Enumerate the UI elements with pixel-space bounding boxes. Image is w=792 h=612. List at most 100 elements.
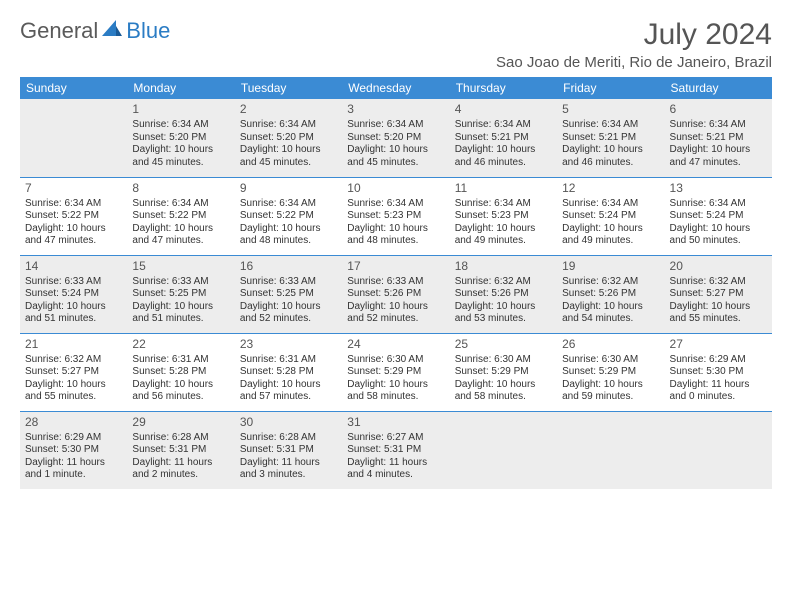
- day-info-line: Sunset: 5:20 PM: [240, 132, 337, 145]
- day-info-line: Sunset: 5:22 PM: [132, 210, 229, 223]
- day-info-line: Sunset: 5:21 PM: [562, 132, 659, 145]
- day-info-line: Sunrise: 6:34 AM: [562, 198, 659, 211]
- day-info-line: Sunrise: 6:34 AM: [240, 119, 337, 132]
- day-cell: 14Sunrise: 6:33 AMSunset: 5:24 PMDayligh…: [20, 255, 127, 333]
- logo-sail-icon: [102, 18, 122, 44]
- day-info-line: Daylight: 10 hours: [670, 301, 767, 314]
- day-info-line: Daylight: 10 hours: [562, 223, 659, 236]
- day-number: 5: [562, 102, 659, 117]
- day-number: 17: [347, 259, 444, 274]
- day-info-line: Daylight: 10 hours: [455, 301, 552, 314]
- day-info-line: and 53 minutes.: [455, 313, 552, 326]
- day-number: 16: [240, 259, 337, 274]
- day-info-line: Sunset: 5:25 PM: [132, 288, 229, 301]
- day-info-line: Sunset: 5:21 PM: [455, 132, 552, 145]
- day-info-line: Sunrise: 6:28 AM: [240, 432, 337, 445]
- day-info-line: and 1 minute.: [25, 469, 122, 482]
- day-cell: 8Sunrise: 6:34 AMSunset: 5:22 PMDaylight…: [127, 177, 234, 255]
- day-cell: 25Sunrise: 6:30 AMSunset: 5:29 PMDayligh…: [450, 333, 557, 411]
- day-info-line: Sunset: 5:27 PM: [670, 288, 767, 301]
- day-number: 26: [562, 337, 659, 352]
- location: Sao Joao de Meriti, Rio de Janeiro, Braz…: [496, 54, 772, 71]
- day-info-line: Daylight: 10 hours: [25, 223, 122, 236]
- day-info-line: and 48 minutes.: [347, 235, 444, 248]
- day-info-line: Sunset: 5:28 PM: [132, 366, 229, 379]
- day-cell: 15Sunrise: 6:33 AMSunset: 5:25 PMDayligh…: [127, 255, 234, 333]
- day-info-line: Sunrise: 6:34 AM: [25, 198, 122, 211]
- day-info-line: and 45 minutes.: [132, 157, 229, 170]
- day-info-line: Sunset: 5:28 PM: [240, 366, 337, 379]
- day-info-line: Daylight: 10 hours: [455, 379, 552, 392]
- day-info-line: Daylight: 10 hours: [347, 144, 444, 157]
- day-info-line: Daylight: 10 hours: [132, 379, 229, 392]
- day-info-line: Sunset: 5:25 PM: [240, 288, 337, 301]
- day-number: 13: [670, 181, 767, 196]
- day-info-line: Sunrise: 6:34 AM: [347, 119, 444, 132]
- day-info-line: Sunrise: 6:31 AM: [132, 354, 229, 367]
- day-info-line: Sunset: 5:24 PM: [25, 288, 122, 301]
- day-info-line: and 45 minutes.: [347, 157, 444, 170]
- day-info-line: Sunset: 5:27 PM: [25, 366, 122, 379]
- day-info-line: Sunset: 5:29 PM: [347, 366, 444, 379]
- day-number: 6: [670, 102, 767, 117]
- day-info-line: Sunset: 5:30 PM: [670, 366, 767, 379]
- day-info-line: and 52 minutes.: [240, 313, 337, 326]
- day-info-line: Sunset: 5:26 PM: [562, 288, 659, 301]
- day-info-line: and 49 minutes.: [455, 235, 552, 248]
- day-info-line: Daylight: 10 hours: [240, 301, 337, 314]
- day-cell: 9Sunrise: 6:34 AMSunset: 5:22 PMDaylight…: [235, 177, 342, 255]
- day-info-line: Daylight: 10 hours: [670, 144, 767, 157]
- day-info-line: Daylight: 10 hours: [132, 223, 229, 236]
- day-info-line: and 56 minutes.: [132, 391, 229, 404]
- day-info-line: and 47 minutes.: [25, 235, 122, 248]
- day-cell: 31Sunrise: 6:27 AMSunset: 5:31 PMDayligh…: [342, 411, 449, 489]
- day-info-line: Sunrise: 6:32 AM: [25, 354, 122, 367]
- day-info-line: and 3 minutes.: [240, 469, 337, 482]
- day-info-line: and 2 minutes.: [132, 469, 229, 482]
- day-number: 23: [240, 337, 337, 352]
- day-cell: 23Sunrise: 6:31 AMSunset: 5:28 PMDayligh…: [235, 333, 342, 411]
- day-info-line: Sunset: 5:29 PM: [562, 366, 659, 379]
- day-info-line: Daylight: 11 hours: [347, 457, 444, 470]
- day-cell: 2Sunrise: 6:34 AMSunset: 5:20 PMDaylight…: [235, 99, 342, 177]
- day-info-line: Daylight: 10 hours: [132, 144, 229, 157]
- day-number: 1: [132, 102, 229, 117]
- day-info-line: and 57 minutes.: [240, 391, 337, 404]
- day-info-line: Sunrise: 6:30 AM: [455, 354, 552, 367]
- weekday-header: Wednesday: [342, 77, 449, 99]
- day-info-line: and 51 minutes.: [132, 313, 229, 326]
- day-info-line: and 45 minutes.: [240, 157, 337, 170]
- day-info-line: Daylight: 10 hours: [347, 223, 444, 236]
- month-title: July 2024: [496, 18, 772, 52]
- weekday-header: Sunday: [20, 77, 127, 99]
- day-number: 22: [132, 337, 229, 352]
- week-row: 7Sunrise: 6:34 AMSunset: 5:22 PMDaylight…: [20, 177, 772, 255]
- day-info-line: Daylight: 10 hours: [240, 379, 337, 392]
- day-info-line: Daylight: 10 hours: [562, 301, 659, 314]
- day-info-line: Daylight: 10 hours: [240, 223, 337, 236]
- day-info-line: Sunset: 5:26 PM: [455, 288, 552, 301]
- day-info-line: Sunrise: 6:33 AM: [240, 276, 337, 289]
- day-info-line: Daylight: 10 hours: [25, 301, 122, 314]
- day-info-line: Sunset: 5:22 PM: [25, 210, 122, 223]
- day-number: 2: [240, 102, 337, 117]
- day-info-line: Sunrise: 6:27 AM: [347, 432, 444, 445]
- calendar-table: Sunday Monday Tuesday Wednesday Thursday…: [20, 77, 772, 489]
- day-info-line: Sunrise: 6:30 AM: [347, 354, 444, 367]
- day-info-line: Sunrise: 6:34 AM: [455, 119, 552, 132]
- day-cell: 19Sunrise: 6:32 AMSunset: 5:26 PMDayligh…: [557, 255, 664, 333]
- day-info-line: and 0 minutes.: [670, 391, 767, 404]
- day-info-line: Sunset: 5:31 PM: [347, 444, 444, 457]
- day-info-line: Daylight: 11 hours: [240, 457, 337, 470]
- day-info-line: Daylight: 10 hours: [562, 144, 659, 157]
- day-info-line: Sunrise: 6:32 AM: [670, 276, 767, 289]
- day-cell: 13Sunrise: 6:34 AMSunset: 5:24 PMDayligh…: [665, 177, 772, 255]
- day-cell: 20Sunrise: 6:32 AMSunset: 5:27 PMDayligh…: [665, 255, 772, 333]
- day-number: 27: [670, 337, 767, 352]
- weekday-header: Tuesday: [235, 77, 342, 99]
- day-info-line: and 50 minutes.: [670, 235, 767, 248]
- day-number: 24: [347, 337, 444, 352]
- day-info-line: Sunrise: 6:34 AM: [455, 198, 552, 211]
- day-cell: 1Sunrise: 6:34 AMSunset: 5:20 PMDaylight…: [127, 99, 234, 177]
- day-info-line: Sunset: 5:30 PM: [25, 444, 122, 457]
